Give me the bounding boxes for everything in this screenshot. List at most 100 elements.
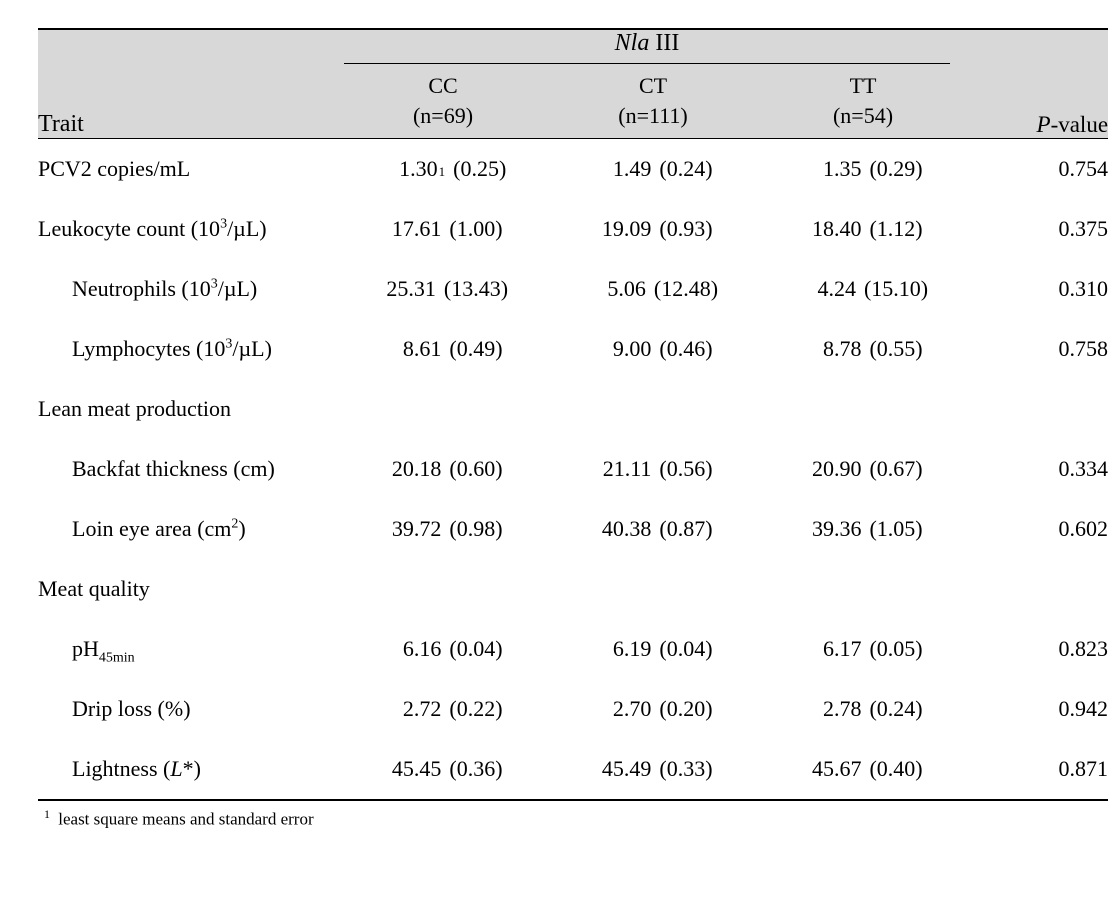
- value-cell: 19.09(0.93): [548, 199, 758, 259]
- trait-cell: Neutrophils (103/µL): [38, 259, 338, 319]
- pvalue-cell: 0.823: [968, 619, 1108, 679]
- value-cell: 39.72(0.98): [338, 499, 548, 559]
- se-value: (0.36): [441, 756, 502, 782]
- value-cell: 8.78(0.55): [758, 319, 968, 379]
- se-value: (0.98): [441, 516, 502, 542]
- value-cell: [758, 379, 968, 439]
- se-value: (0.56): [651, 456, 712, 482]
- value-cell: 45.49(0.33): [548, 739, 758, 800]
- trait-cell: Loin eye area (cm2): [38, 499, 338, 559]
- se-value: (0.05): [861, 636, 922, 662]
- value-cell: 1.49(0.24): [548, 139, 758, 200]
- mean-value: 8.61: [383, 336, 441, 362]
- value-cell: [548, 379, 758, 439]
- value-cell: 18.40(1.12): [758, 199, 968, 259]
- se-value: (0.46): [651, 336, 712, 362]
- col-code: TT: [850, 73, 877, 98]
- mean-value: 20.90: [803, 456, 861, 482]
- trait-cell: PCV2 copies/mL: [38, 139, 338, 200]
- trait-cell: Lymphocytes (103/µL): [38, 319, 338, 379]
- se-value: (0.22): [441, 696, 502, 722]
- se-value: (0.24): [861, 696, 922, 722]
- table-row: Leukocyte count (103/µL)17.61(1.00)19.09…: [38, 199, 1108, 259]
- table-row: Backfat thickness (cm)20.18(0.60)21.11(0…: [38, 439, 1108, 499]
- group-header: Nla III: [344, 30, 950, 64]
- se-value: (0.60): [441, 456, 502, 482]
- value-cell: 9.00(0.46): [548, 319, 758, 379]
- se-value: (0.25): [445, 156, 506, 182]
- value-cell: 6.16(0.04): [338, 619, 548, 679]
- pvalue-cell: [968, 559, 1108, 619]
- col-code: CT: [639, 73, 667, 98]
- se-value: (0.20): [651, 696, 712, 722]
- se-value: (0.87): [651, 516, 712, 542]
- mean-value: 8.78: [803, 336, 861, 362]
- table-row: Lean meat production: [38, 379, 1108, 439]
- value-cell: 20.18(0.60): [338, 439, 548, 499]
- trait-cell: Drip loss (%): [38, 679, 338, 739]
- se-value: (0.04): [441, 636, 502, 662]
- table-row: Lymphocytes (103/µL)8.61(0.49)9.00(0.46)…: [38, 319, 1108, 379]
- mean-value: 40.38: [593, 516, 651, 542]
- mean-value: 1.49: [593, 156, 651, 182]
- mean-value: 2.72: [383, 696, 441, 722]
- value-cell: 8.61(0.49): [338, 319, 548, 379]
- mean-value: 19.09: [593, 216, 651, 242]
- trait-cell: Lean meat production: [38, 379, 338, 439]
- mean-value: 9.00: [593, 336, 651, 362]
- table-header: Nla III Trait CC (n=69) CT (n=111) TT (n…: [38, 29, 1108, 139]
- stats-table: Nla III Trait CC (n=69) CT (n=111) TT (n…: [38, 28, 1108, 801]
- mean-value: 17.61: [383, 216, 441, 242]
- col-n: (n=111): [618, 103, 687, 128]
- pvalue-cell: 0.754: [968, 139, 1108, 200]
- se-value: (0.67): [861, 456, 922, 482]
- value-cell: 45.67(0.40): [758, 739, 968, 800]
- col-code: CC: [428, 73, 457, 98]
- pvalue-cell: 0.310: [968, 259, 1108, 319]
- mean-value: 1.30: [380, 156, 438, 182]
- mean-value: 39.72: [383, 516, 441, 542]
- value-cell: 20.90(0.67): [758, 439, 968, 499]
- value-cell: 17.61(1.00): [338, 199, 548, 259]
- footnote-marker: 1: [44, 807, 54, 821]
- col-n: (n=69): [413, 103, 473, 128]
- table-footnote: 1 least square means and standard error: [38, 801, 1075, 830]
- value-cell: 4.24(15.10): [758, 259, 968, 319]
- mean-value: 45.67: [803, 756, 861, 782]
- mean-value: 6.17: [803, 636, 861, 662]
- se-value: (0.49): [441, 336, 502, 362]
- se-value: (0.40): [861, 756, 922, 782]
- trait-cell: Backfat thickness (cm): [38, 439, 338, 499]
- value-cell: 2.78(0.24): [758, 679, 968, 739]
- value-cell: 40.38(0.87): [548, 499, 758, 559]
- table-row: Neutrophils (103/µL)25.31(13.43)5.06(12.…: [38, 259, 1108, 319]
- value-cell: 21.11(0.56): [548, 439, 758, 499]
- value-cell: 2.70(0.20): [548, 679, 758, 739]
- table-row: Drip loss (%)2.72(0.22)2.70(0.20)2.78(0.…: [38, 679, 1108, 739]
- mean-value: 2.78: [803, 696, 861, 722]
- se-value: (0.29): [861, 156, 922, 182]
- value-cell: 25.31(13.43): [338, 259, 548, 319]
- trait-cell: Lightness (L*): [38, 739, 338, 800]
- pvalue-cell: 0.758: [968, 319, 1108, 379]
- footnote-text: least square means and standard error: [58, 810, 313, 829]
- mean-value: 1.35: [803, 156, 861, 182]
- table-row: Loin eye area (cm2)39.72(0.98)40.38(0.87…: [38, 499, 1108, 559]
- se-value: (0.55): [861, 336, 922, 362]
- mean-value: 6.16: [383, 636, 441, 662]
- se-value: (1.05): [861, 516, 922, 542]
- mean-value: 25.31: [378, 276, 436, 302]
- value-cell: [338, 559, 548, 619]
- mean-value: 20.18: [383, 456, 441, 482]
- pvalue-cell: [968, 379, 1108, 439]
- value-cell: 39.36(1.05): [758, 499, 968, 559]
- se-value: (0.93): [651, 216, 712, 242]
- value-cell: 6.19(0.04): [548, 619, 758, 679]
- column-header-cc: CC (n=69): [338, 64, 548, 139]
- col-n: (n=54): [833, 103, 893, 128]
- trait-cell: pH45min: [38, 619, 338, 679]
- pvalue-cell: 0.871: [968, 739, 1108, 800]
- se-value: (1.00): [441, 216, 502, 242]
- mean-value: 2.70: [593, 696, 651, 722]
- se-value: (1.12): [861, 216, 922, 242]
